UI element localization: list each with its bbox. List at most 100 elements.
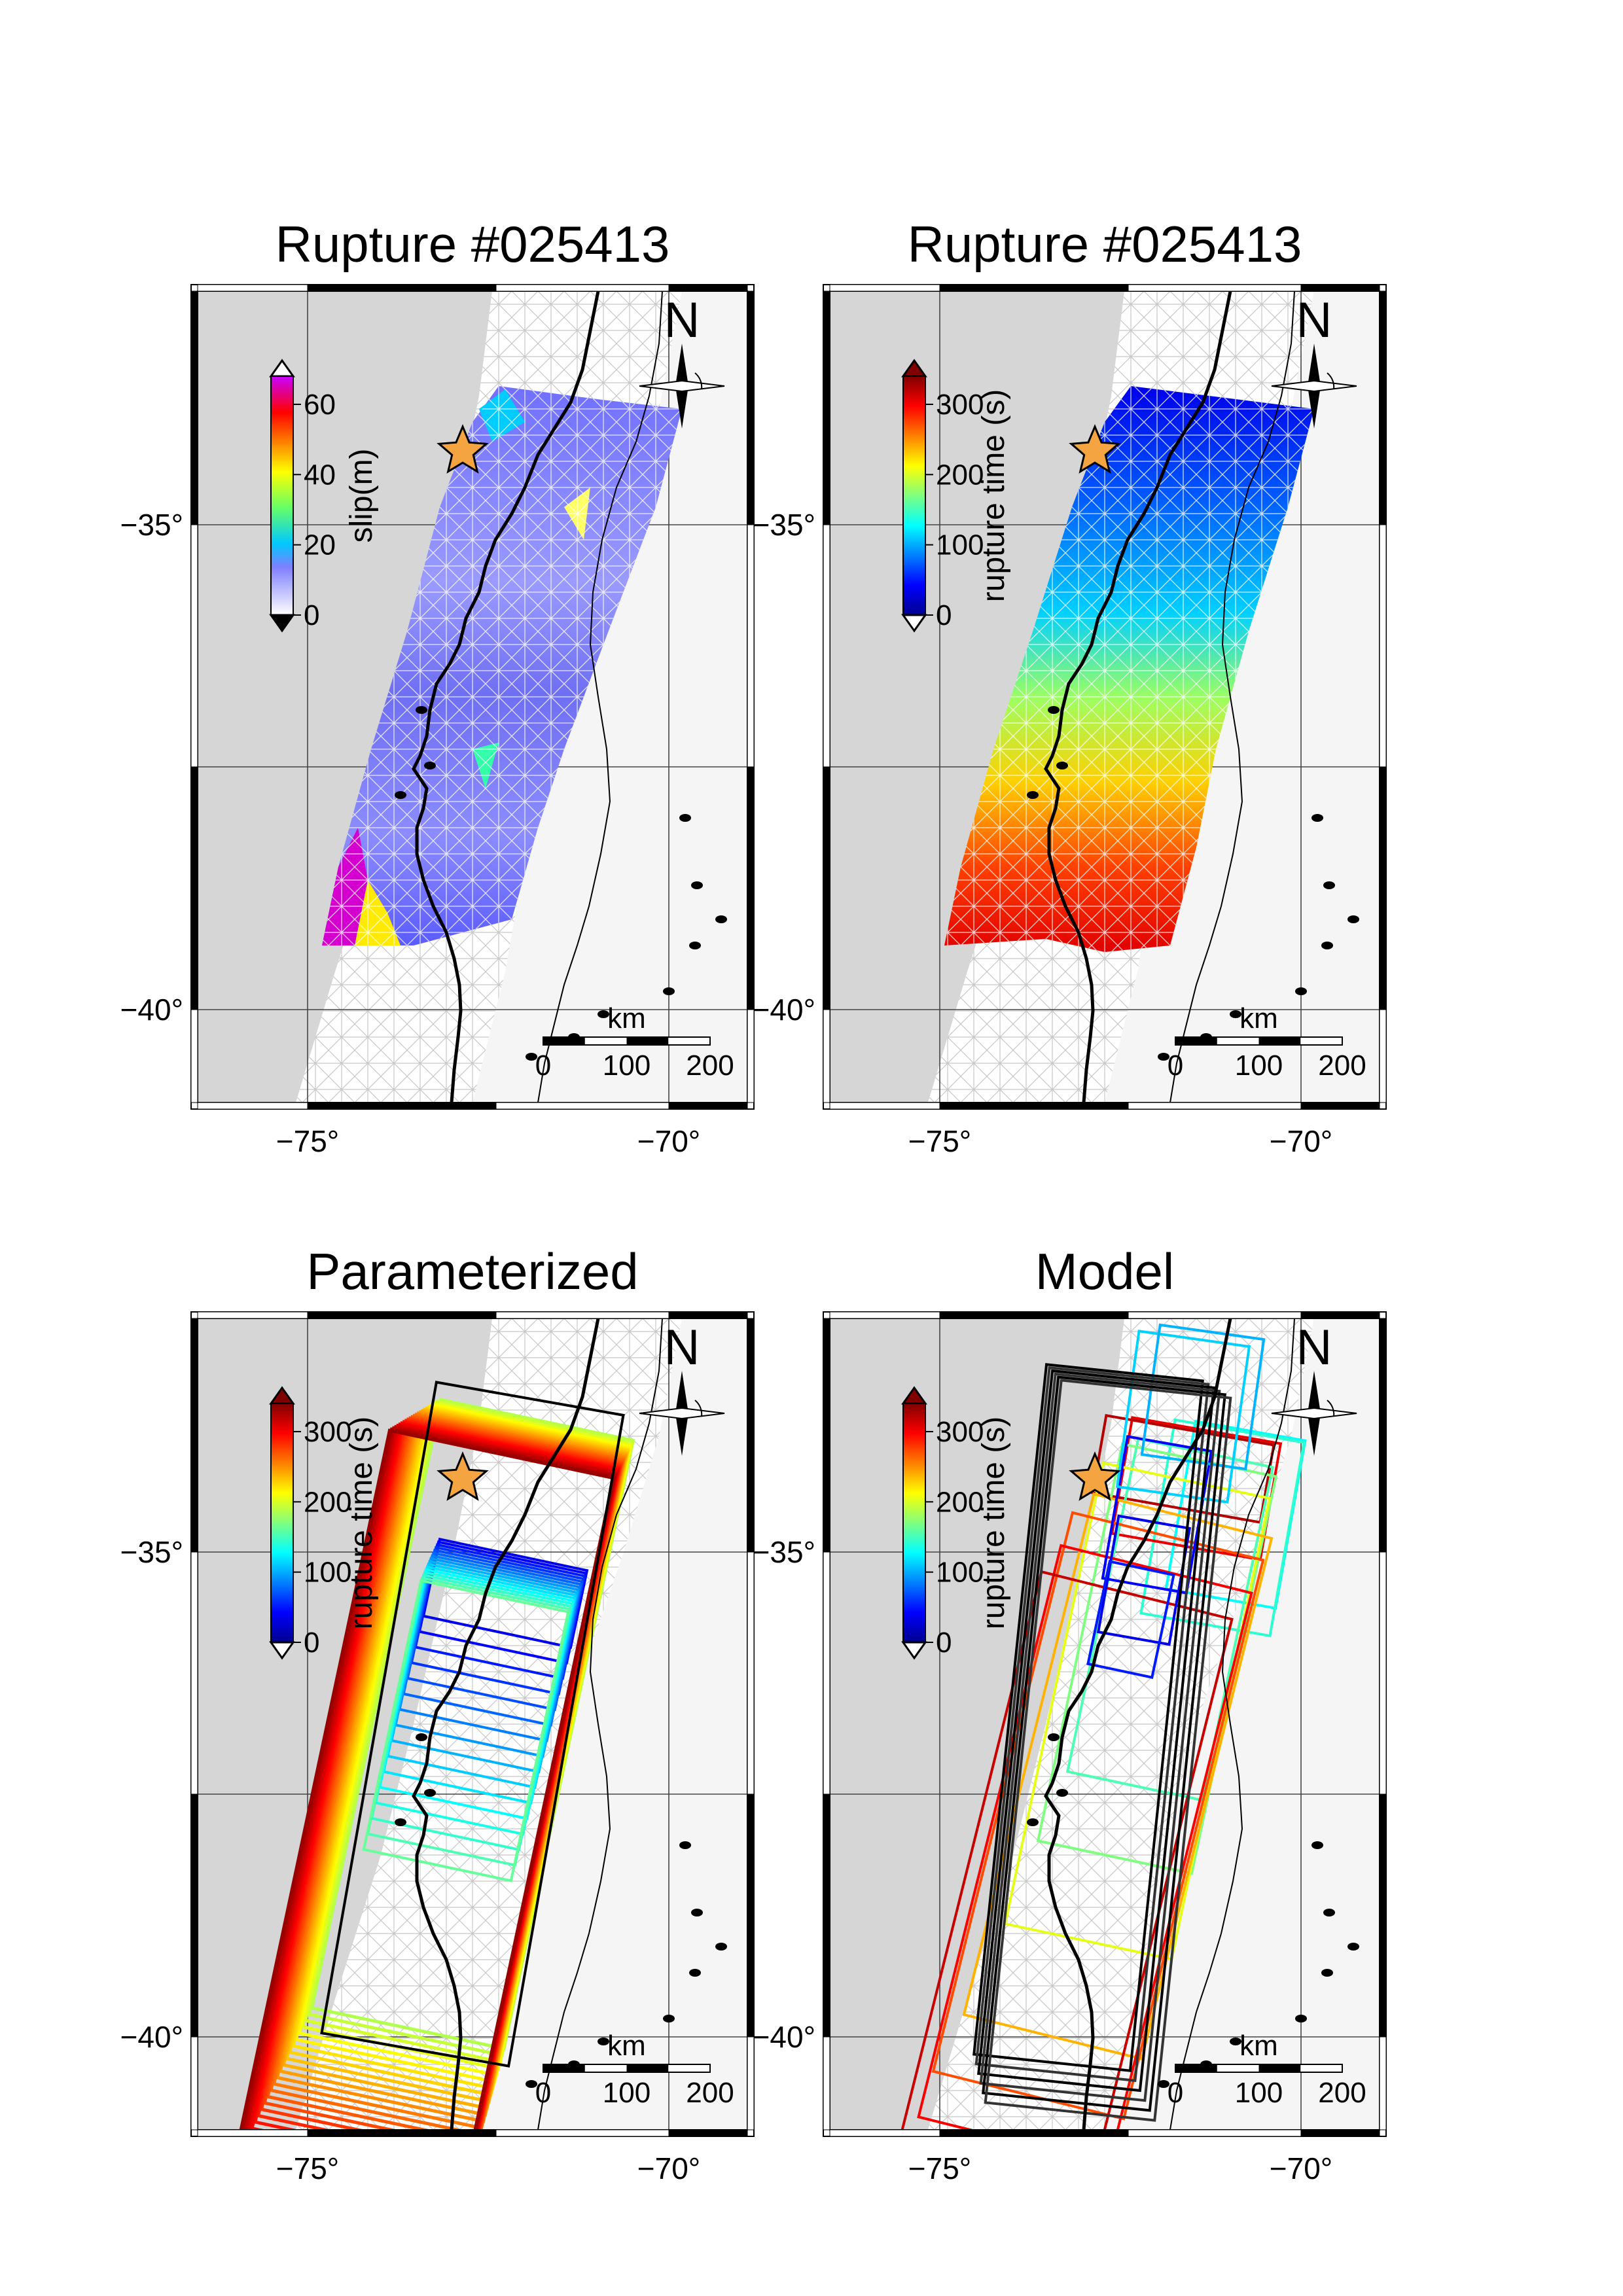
- colorbar-tick-label: 40: [304, 459, 336, 491]
- scale-unit-label: km: [1240, 1002, 1278, 1034]
- frame-bar-top: [307, 284, 497, 292]
- island-shape: [1027, 1818, 1039, 1826]
- border-line: [1169, 1318, 1295, 2130]
- frame-bar-left: [190, 2036, 198, 2130]
- island-shape: [1230, 1010, 1241, 1018]
- frame-bar-bottom: [495, 2129, 669, 2137]
- frame-bar-bottom: [1128, 2129, 1302, 2137]
- scale-unit-label: km: [1240, 2030, 1278, 2062]
- frame-bar-top: [829, 284, 940, 292]
- rupture-rect: [231, 1428, 616, 2130]
- island-shape: [1347, 1943, 1359, 1951]
- rupture-rect: [1115, 1330, 1251, 1504]
- frame-bar-bottom: [197, 2129, 308, 2137]
- colorbar-title: rupture time (s): [976, 1417, 1011, 1629]
- frame-bar-right: [747, 1551, 755, 1795]
- island-shape: [1323, 881, 1335, 889]
- frame-bar-right: [1379, 766, 1387, 1010]
- frame-bar-left: [823, 1551, 830, 1795]
- frame-bar-left: [823, 766, 830, 1010]
- island-shape: [395, 1818, 406, 1826]
- island-shape: [1347, 915, 1359, 923]
- colorbar-tick-label: 300: [936, 1416, 984, 1448]
- hypocenter-star-icon: [437, 424, 489, 474]
- lon-tick-label: −75°: [908, 2151, 971, 2185]
- panel-title: Model: [1035, 1243, 1174, 1300]
- colorbar-tick-label: 200: [936, 459, 984, 491]
- scale-bar-segment: [1258, 2064, 1301, 2072]
- colorbar-tick-label: 0: [936, 1627, 952, 1659]
- island-shape: [1048, 706, 1060, 714]
- frame-bar-top: [1128, 284, 1302, 292]
- panel-title: Rupture #025413: [908, 215, 1302, 273]
- frame-bar-bottom: [668, 1102, 748, 1110]
- colorbar-tick-label: 0: [304, 599, 319, 631]
- island-shape: [1321, 1969, 1333, 1977]
- scale-tick-label: 200: [686, 2077, 734, 2109]
- rupture-rect: [931, 1511, 1265, 2121]
- lon-tick-label: −75°: [908, 1124, 971, 1158]
- colorbar-bottom-cap: [269, 614, 295, 633]
- frame-bar-bottom: [1300, 1102, 1380, 1110]
- frame-bar-left: [190, 1009, 198, 1103]
- frame-bar-right: [747, 524, 755, 768]
- compass-cross-icon: [639, 380, 725, 393]
- frame-bar-right: [747, 1793, 755, 2038]
- scale-tick-label: 0: [1168, 2077, 1183, 2109]
- colorbar-tick-label: 0: [304, 1627, 319, 1659]
- scale-tick-label: 0: [1168, 1050, 1183, 1082]
- scale-tick-label: 100: [603, 1050, 651, 1082]
- frame-bar-left: [190, 1318, 198, 1553]
- compass-arc-icon: [694, 1400, 703, 1417]
- frame-bar-left: [190, 1793, 198, 2038]
- frame-bar-top: [939, 1311, 1129, 1319]
- coastline: [1044, 1318, 1232, 2130]
- frame-bar-bottom: [829, 1102, 940, 1110]
- frame-bar-bottom: [495, 1102, 669, 1110]
- north-label: N: [664, 1320, 700, 1375]
- island-shape: [1321, 942, 1333, 949]
- lat-tick-label: −35°: [753, 1535, 815, 1569]
- frame-bar-top: [197, 1311, 308, 1319]
- border-line: [1169, 291, 1295, 1103]
- island-shape: [663, 2015, 675, 2022]
- scale-tick-label: 100: [1235, 2077, 1283, 2109]
- lon-tick-label: −70°: [1270, 1124, 1332, 1158]
- island-shape: [715, 1943, 727, 1951]
- frame-bar-top: [1300, 1311, 1380, 1319]
- scale-tick-label: 200: [1318, 1050, 1366, 1082]
- lat-tick-label: −40°: [753, 2020, 815, 2054]
- colorbar-title: rupture time (s): [344, 1417, 379, 1629]
- island-shape: [424, 1789, 436, 1797]
- frame-bar-right: [1379, 291, 1387, 525]
- compass-cross-icon: [1271, 1407, 1357, 1420]
- frame-bar-right: [747, 1009, 755, 1103]
- frame-bar-top: [1300, 284, 1380, 292]
- scale-tick-label: 0: [535, 2077, 551, 2109]
- colorbar-tick-label: 200: [304, 1486, 351, 1518]
- colorbar-tick-label: 100: [936, 1557, 984, 1589]
- frame-bar-left: [823, 524, 830, 768]
- island-shape: [679, 1841, 691, 1849]
- frame-bar-right: [1379, 1318, 1387, 1553]
- island-shape: [416, 706, 427, 714]
- rupture-rect-final: [977, 1369, 1215, 2093]
- north-label: N: [664, 292, 700, 348]
- island-shape: [679, 814, 691, 822]
- island-shape: [691, 881, 703, 889]
- lat-tick-label: −40°: [120, 993, 183, 1027]
- lat-tick-label: −35°: [120, 508, 183, 542]
- frame-bar-bottom: [939, 2129, 1129, 2137]
- compass-cross-icon: [639, 1407, 725, 1420]
- frame-bar-left: [190, 766, 198, 1010]
- rupture-rect-final: [972, 1363, 1204, 2072]
- rupture-rect-final: [320, 1381, 625, 2068]
- scale-tick-label: 100: [1235, 1050, 1283, 1082]
- rupture-rect: [962, 1492, 1274, 2061]
- lat-tick-label: −40°: [753, 993, 815, 1027]
- frame-bar-right: [1379, 524, 1387, 768]
- frame-bar-bottom: [939, 1102, 1129, 1110]
